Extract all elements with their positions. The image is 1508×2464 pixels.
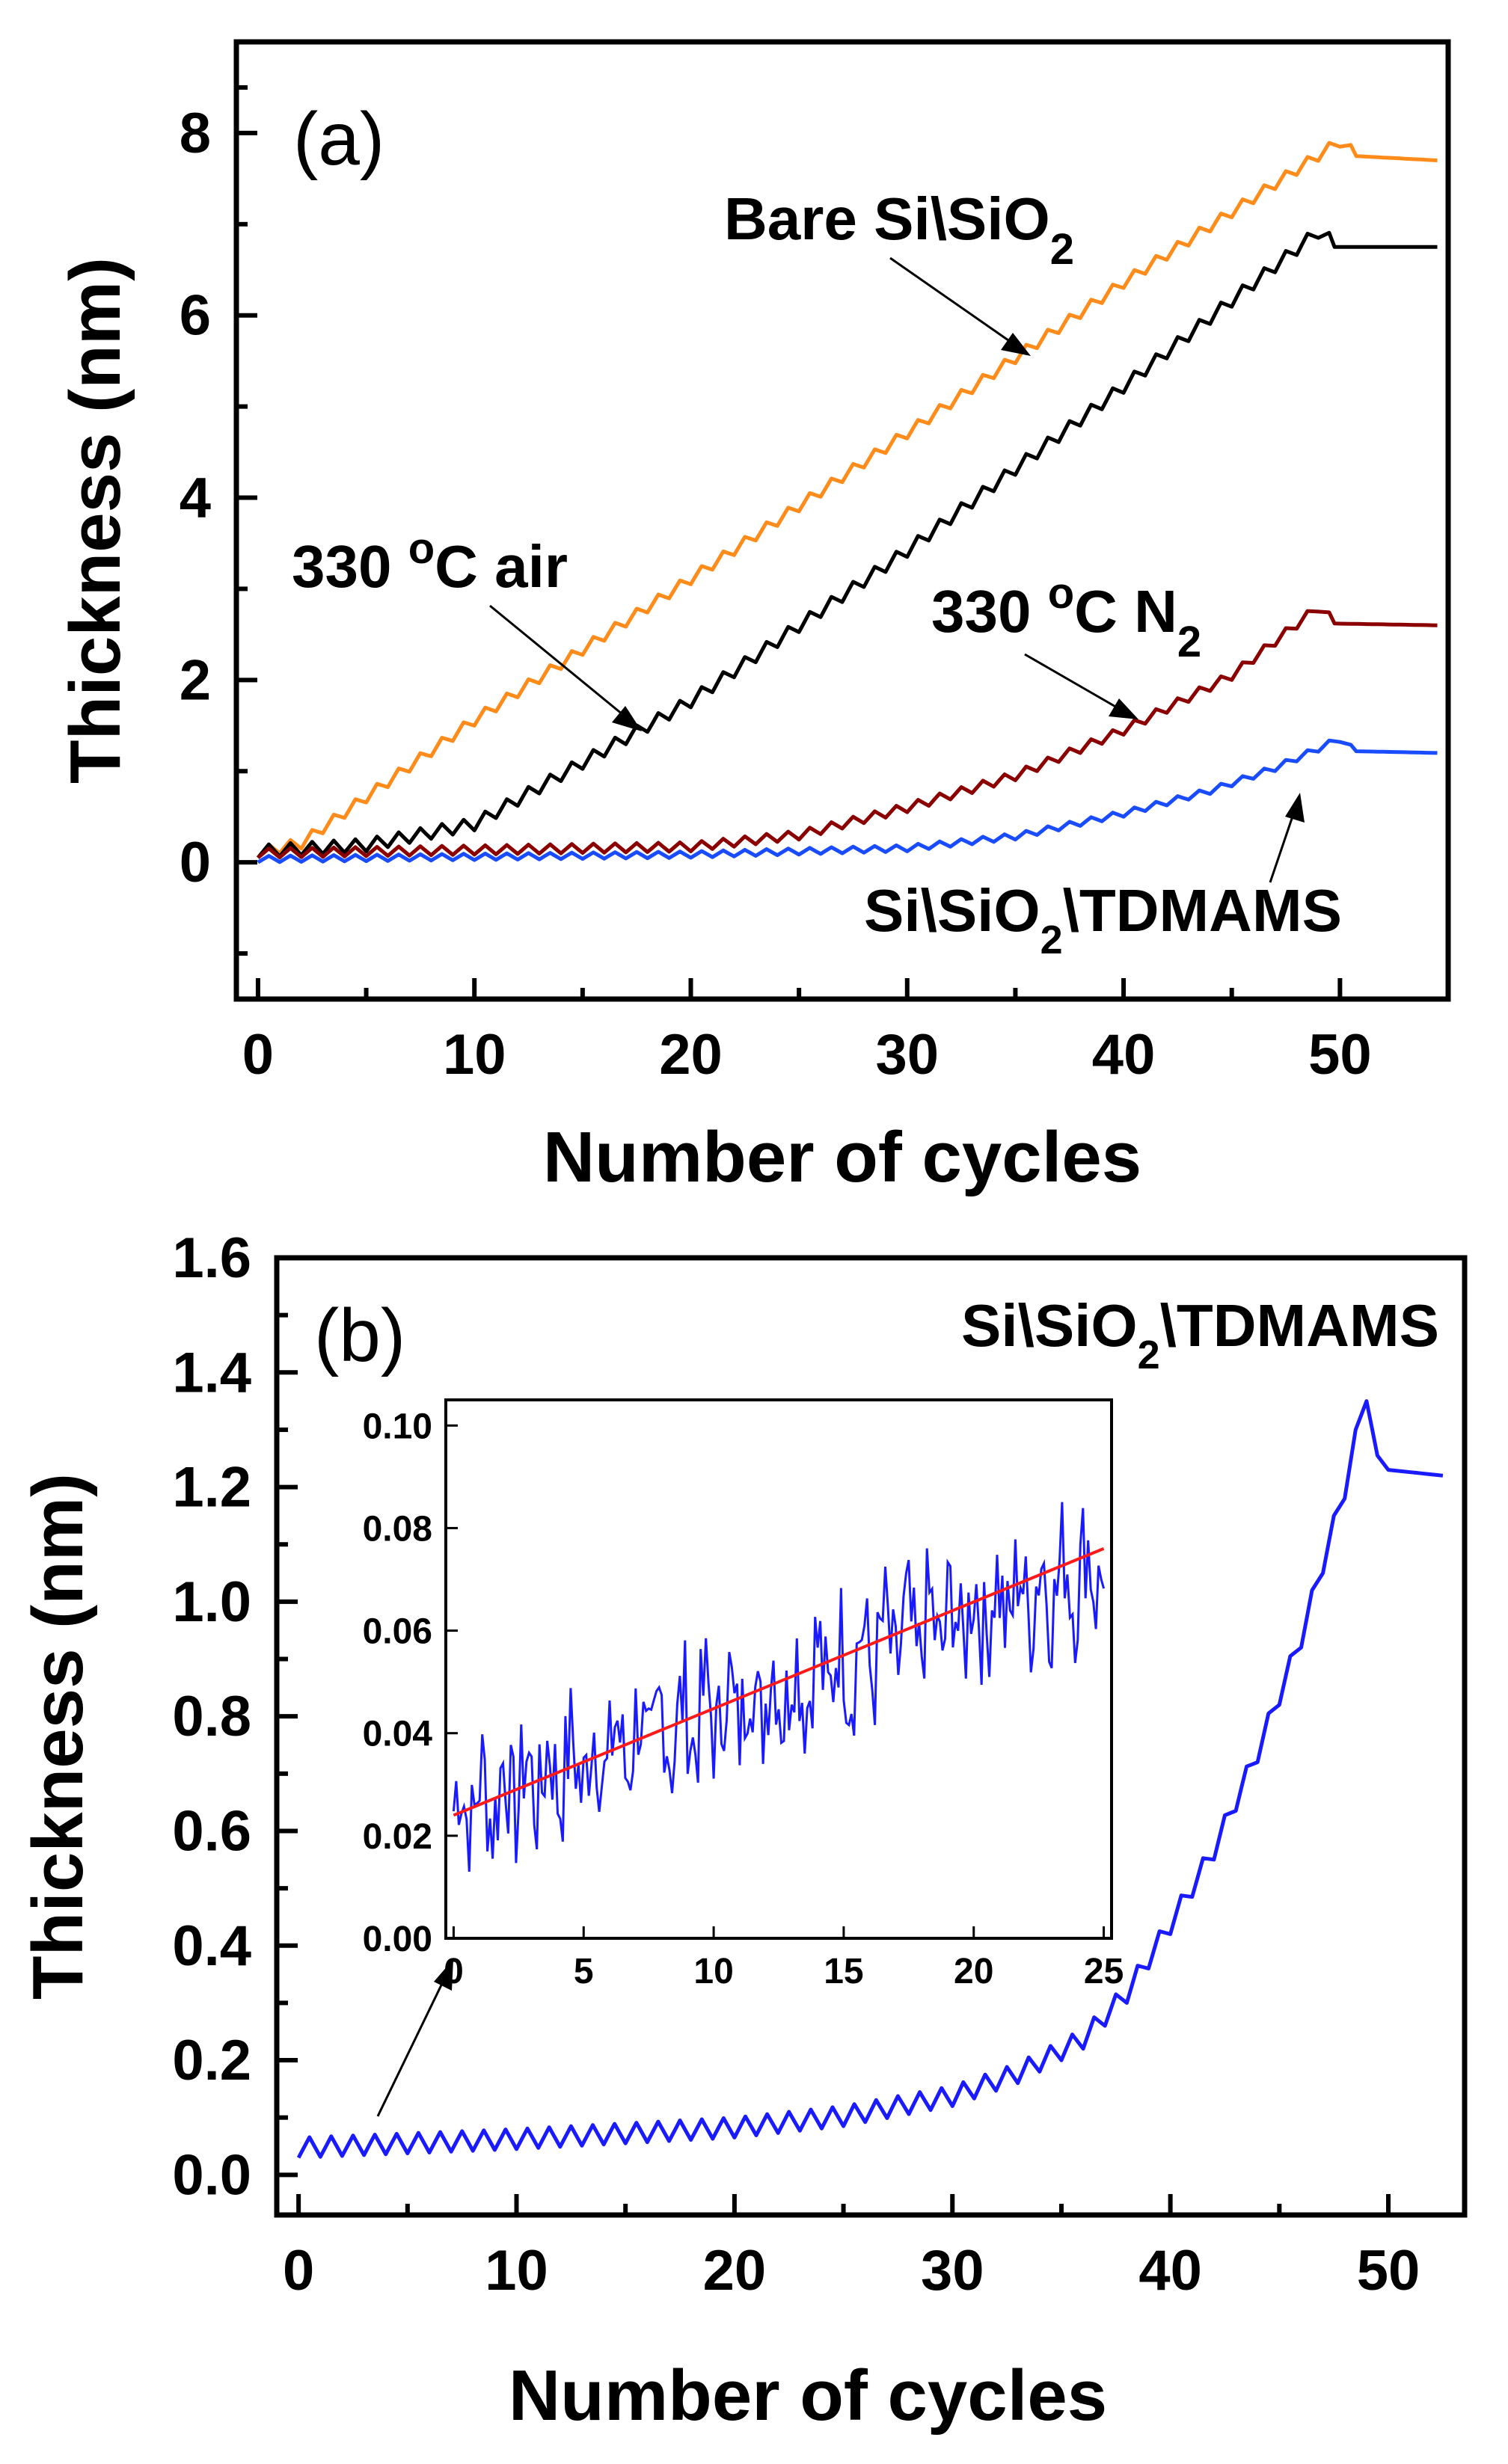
arrow-to-inset — [376, 1972, 449, 2117]
panel-b-ticks: 0 10 20 30 40 50 0.0 0.2 0.4 0.6 0.8 1.0 1.2 1.4 1.6 — [172, 1226, 1420, 2302]
inset-y-tick-label: 0.00 — [363, 1920, 432, 1959]
x-tick-label: 20 — [703, 2239, 767, 2302]
panel-b-series — [296, 1399, 1444, 2159]
arrowhead-n2 — [1109, 698, 1138, 719]
y-tick-label: 1.4 — [172, 1341, 251, 1404]
panel-a-ticks: 0 10 20 30 40 50 0 2 4 6 8 — [180, 85, 1372, 1087]
y-tick-label: 8 — [180, 102, 211, 165]
inset-series — [452, 1502, 1106, 1872]
series-line — [256, 141, 1438, 859]
y-tick-label: 0.0 — [172, 2143, 251, 2207]
inset-data-line — [452, 1502, 1106, 1872]
panel-b-frame — [274, 1255, 1468, 2218]
panel-b-inset: 0 5 10 15 20 250.000.020.040.060.080.10 — [363, 1398, 1124, 1991]
panel-a-ylabel: Thickness (nm) — [55, 257, 135, 784]
y-tick-label: 4 — [180, 467, 211, 530]
y-tick-label: 0.2 — [172, 2029, 251, 2092]
panel-a: 0 10 20 30 40 50 0 2 4 6 8 (a) Number of cycles Th… — [55, 39, 1451, 1197]
y-tick-label: 1.2 — [172, 1456, 251, 1520]
inset-x-tick-label: 25 — [1084, 1952, 1124, 1991]
annot-330c-air: 330 oC air — [292, 524, 568, 600]
x-tick-label: 50 — [1357, 2239, 1420, 2302]
x-tick-label: 30 — [876, 1023, 940, 1087]
x-tick-label: 40 — [1138, 2239, 1202, 2302]
annot-si-sio2-tdmams-a: Si\SiO2\TDMAMS — [864, 877, 1342, 962]
arrowhead-tdmams-a — [1285, 793, 1305, 823]
arrowhead-air — [612, 706, 642, 731]
arrowhead-bare — [1001, 333, 1031, 356]
x-tick-label: 20 — [659, 1023, 723, 1087]
y-tick-label: 1.6 — [172, 1226, 251, 1290]
x-tick-label: 0 — [283, 2239, 314, 2302]
annot-bare-si-sio2: Bare Si\SiO2 — [724, 185, 1074, 274]
panel-b: 0 10 20 30 40 50 0.0 0.2 0.4 0.6 0.8 1.0 1.2 1.4 1.6 (… — [18, 1226, 1468, 2436]
y-tick-label: 0.6 — [172, 1799, 251, 1863]
panel-b-legend: Si\SiO2\TDMAMS — [961, 1292, 1439, 1377]
x-tick-label: 40 — [1092, 1023, 1156, 1087]
x-tick-label: 50 — [1308, 1023, 1372, 1087]
series-line — [257, 609, 1438, 860]
panel-a-frame — [233, 39, 1451, 1002]
arrow-bare — [889, 256, 1017, 347]
y-tick-label: 6 — [180, 284, 211, 348]
annotation-arrows-a — [489, 256, 1305, 883]
arrowhead-to-inset — [434, 1959, 453, 1991]
inset-y-tick-label: 0.10 — [363, 1407, 432, 1446]
inset-y-tick-label: 0.04 — [363, 1715, 433, 1754]
y-tick-label: 0.8 — [172, 1685, 251, 1748]
panel-b-label: (b) — [314, 1294, 405, 1377]
inset-y-tick-label: 0.02 — [363, 1817, 432, 1857]
panel-b-ylabel: Thickness (nm) — [18, 1473, 98, 2000]
inset-x-tick-label: 10 — [693, 1952, 733, 1991]
inset-ticks: 0 5 10 15 20 250.000.020.040.060.080.10 — [363, 1407, 1124, 1991]
panel-a-label: (a) — [293, 97, 384, 181]
panel-a-xlabel: Number of cycles — [543, 1117, 1141, 1197]
arrow-air — [489, 604, 628, 719]
x-tick-label: 0 — [242, 1023, 274, 1087]
inset-y-tick-label: 0.08 — [363, 1509, 432, 1549]
x-tick-label: 30 — [921, 2239, 984, 2302]
inset-frame — [444, 1398, 1113, 1940]
series-line — [256, 230, 1438, 859]
series-line — [257, 738, 1438, 864]
inset-y-tick-label: 0.06 — [363, 1612, 432, 1652]
panel-b-xlabel: Number of cycles — [509, 2356, 1107, 2436]
y-tick-label: 2 — [180, 648, 211, 712]
inset-x-tick-label: 20 — [954, 1952, 993, 1991]
annot-330c-n2: 330 oC N2 — [931, 569, 1201, 666]
y-tick-label: 0 — [180, 831, 211, 894]
panel-a-series — [256, 141, 1438, 864]
inset-fit-line — [453, 1547, 1105, 1817]
arrow-n2 — [1024, 653, 1123, 712]
y-tick-label: 1.0 — [172, 1570, 251, 1634]
inset-x-tick-label: 15 — [824, 1952, 863, 1991]
x-tick-label: 10 — [485, 2239, 548, 2302]
series-line — [296, 1399, 1444, 2159]
x-tick-label: 10 — [443, 1023, 506, 1087]
inset-x-tick-label: 5 — [574, 1952, 594, 1991]
arrow-tdmams-a — [1269, 807, 1297, 883]
y-tick-label: 0.4 — [172, 1914, 251, 1978]
